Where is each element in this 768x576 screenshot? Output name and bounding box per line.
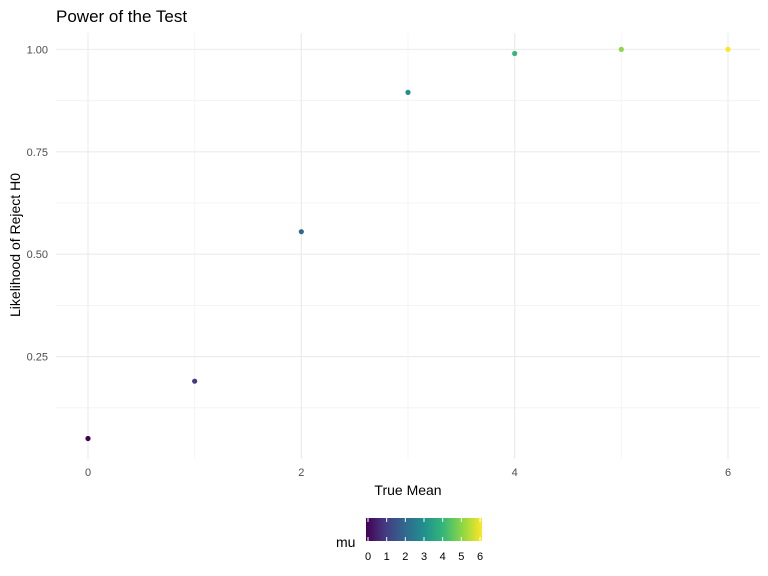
legend-tick-label: 0 xyxy=(365,551,371,563)
x-tick-label: 6 xyxy=(725,467,731,479)
x-axis-ticks: 0 2 4 6 xyxy=(85,467,731,479)
chart-title: Power of the Test xyxy=(56,7,187,26)
legend-colorbar xyxy=(366,518,482,541)
legend-tick-label: 3 xyxy=(421,551,427,563)
data-point xyxy=(85,435,91,442)
y-axis-title: Likelihood of Reject H0 xyxy=(7,173,23,317)
data-point xyxy=(298,229,304,235)
x-tick-label: 0 xyxy=(85,467,91,479)
data-point xyxy=(618,46,624,52)
plot-panel: 0 2 4 6 0.25 0.50 0.75 1.00 xyxy=(27,33,760,479)
data-points xyxy=(85,46,731,442)
y-tick-label: 0.25 xyxy=(27,352,48,364)
legend-tick-label: 4 xyxy=(440,551,446,563)
grid-lines xyxy=(56,33,760,459)
y-tick-label: 0.75 xyxy=(27,147,48,159)
data-point xyxy=(512,50,518,57)
data-point xyxy=(725,46,731,52)
legend-title: mu xyxy=(336,534,355,550)
x-axis-title: True Mean xyxy=(374,482,441,498)
legend-tick-label: 2 xyxy=(402,551,408,563)
y-axis-ticks: 0.25 0.50 0.75 1.00 xyxy=(27,44,48,363)
legend-tick-label: 6 xyxy=(477,551,483,563)
data-point xyxy=(192,378,198,384)
data-point xyxy=(405,89,411,95)
y-tick-label: 0.50 xyxy=(27,249,48,261)
legend-tick-label: 5 xyxy=(458,551,464,563)
y-tick-label: 1.00 xyxy=(27,44,48,56)
x-tick-label: 4 xyxy=(512,467,518,479)
legend-tick-label: 1 xyxy=(384,551,390,563)
x-tick-label: 2 xyxy=(298,467,304,479)
